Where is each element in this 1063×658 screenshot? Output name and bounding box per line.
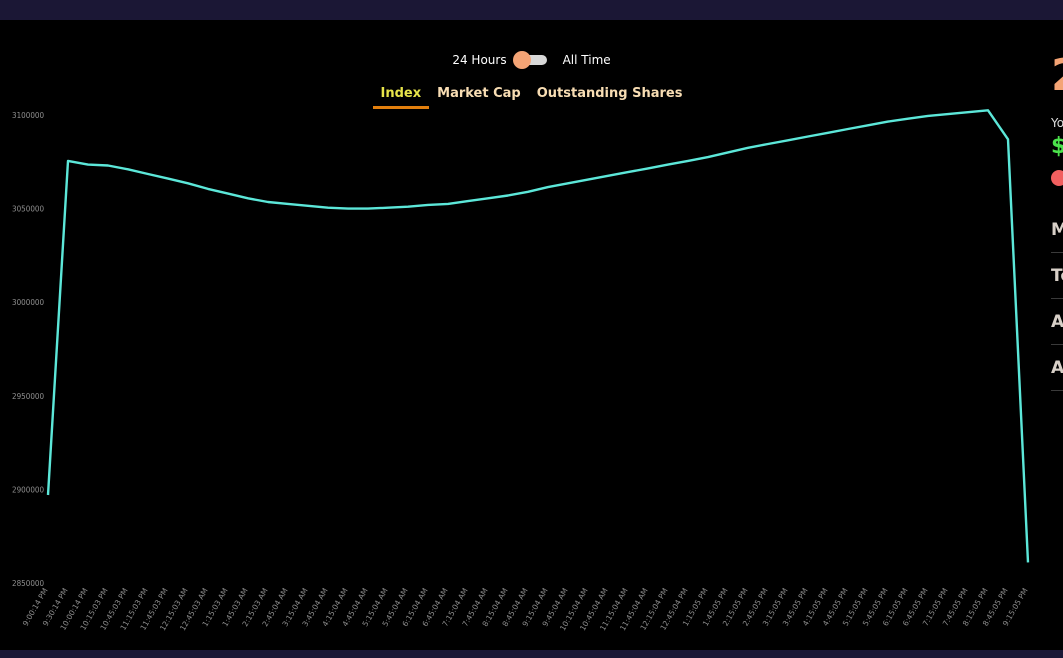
- data-point[interactable]: [825, 130, 831, 136]
- data-point[interactable]: [65, 158, 71, 164]
- data-point[interactable]: [605, 173, 611, 179]
- data-point[interactable]: [85, 162, 91, 168]
- data-point[interactable]: [45, 492, 51, 498]
- side-big-number: 2: [1051, 54, 1063, 98]
- data-point[interactable]: [765, 141, 771, 147]
- data-point[interactable]: [965, 109, 971, 115]
- side-row-1[interactable]: M: [1051, 220, 1063, 253]
- index-series-line: [46, 109, 1030, 563]
- data-point[interactable]: [125, 166, 131, 172]
- data-point[interactable]: [325, 205, 331, 211]
- y-tick-label: 2850000: [12, 579, 44, 588]
- time-range-toggle: 24 Hours All Time: [0, 51, 1063, 69]
- data-point[interactable]: [885, 119, 891, 125]
- tab-index[interactable]: Index: [372, 86, 430, 109]
- data-point[interactable]: [1025, 559, 1031, 565]
- data-point[interactable]: [225, 191, 231, 197]
- toggle-label-24h[interactable]: 24 Hours: [452, 53, 507, 67]
- toggle-label-all-time[interactable]: All Time: [562, 53, 611, 67]
- data-point[interactable]: [425, 202, 431, 208]
- data-point[interactable]: [705, 154, 711, 160]
- tab-market-cap[interactable]: Market Cap: [437, 86, 521, 101]
- data-point[interactable]: [185, 180, 191, 186]
- data-point[interactable]: [585, 177, 591, 183]
- data-point[interactable]: [525, 189, 531, 195]
- metric-tabs: Index Market Cap Outstanding Shares: [0, 86, 1063, 109]
- data-point[interactable]: [445, 201, 451, 207]
- data-point[interactable]: [285, 201, 291, 207]
- switch-knob[interactable]: [512, 51, 531, 69]
- data-point[interactable]: [405, 204, 411, 210]
- data-point[interactable]: [1005, 136, 1011, 142]
- y-tick-label: 3100000: [12, 111, 44, 120]
- data-point[interactable]: [545, 184, 551, 190]
- y-tick-label: 2950000: [12, 392, 44, 401]
- tab-outstanding-shares[interactable]: Outstanding Shares: [536, 86, 683, 101]
- data-point[interactable]: [205, 186, 211, 192]
- side-row-4[interactable]: A: [1051, 358, 1063, 391]
- y-tick-label: 2900000: [12, 485, 44, 494]
- index-line-chart: 2850000 2900000 2950000 3000000 3050000 31000…: [12, 107, 1031, 632]
- y-tick-label: 3000000: [12, 298, 44, 307]
- data-point[interactable]: [105, 163, 111, 169]
- data-point[interactable]: [505, 192, 511, 198]
- data-point[interactable]: [245, 195, 251, 201]
- data-point[interactable]: [805, 134, 811, 140]
- data-point[interactable]: [625, 169, 631, 175]
- data-point[interactable]: [865, 122, 871, 128]
- data-point[interactable]: [785, 137, 791, 143]
- side-row-2[interactable]: To: [1051, 266, 1063, 299]
- top-bar: [0, 0, 1063, 20]
- side-row-3[interactable]: A: [1051, 312, 1063, 345]
- data-point[interactable]: [345, 206, 351, 212]
- data-point[interactable]: [745, 145, 751, 151]
- data-point[interactable]: [685, 158, 691, 164]
- data-point[interactable]: [465, 198, 471, 204]
- data-point[interactable]: [565, 180, 571, 186]
- data-point[interactable]: [945, 111, 951, 117]
- data-point[interactable]: [905, 116, 911, 122]
- data-point[interactable]: [385, 205, 391, 211]
- data-point[interactable]: [165, 176, 171, 182]
- data-point[interactable]: [665, 162, 671, 168]
- data-point[interactable]: [485, 195, 491, 201]
- bottom-bar: [0, 650, 1063, 658]
- data-point[interactable]: [645, 165, 651, 171]
- data-point[interactable]: [265, 199, 271, 205]
- data-point[interactable]: [725, 149, 731, 155]
- time-range-switch[interactable]: [512, 51, 547, 69]
- data-point[interactable]: [145, 171, 151, 177]
- data-point[interactable]: [845, 126, 851, 132]
- side-panel: 2 Yo $ M To A A: [1050, 50, 1063, 400]
- side-dollar: $: [1051, 134, 1063, 159]
- side-small-text: Yo: [1051, 116, 1063, 130]
- side-red-icon: [1051, 170, 1063, 186]
- y-tick-label: 3050000: [12, 205, 44, 214]
- data-point[interactable]: [985, 107, 991, 113]
- data-point[interactable]: [305, 203, 311, 209]
- data-point[interactable]: [925, 113, 931, 119]
- data-point[interactable]: [365, 206, 371, 212]
